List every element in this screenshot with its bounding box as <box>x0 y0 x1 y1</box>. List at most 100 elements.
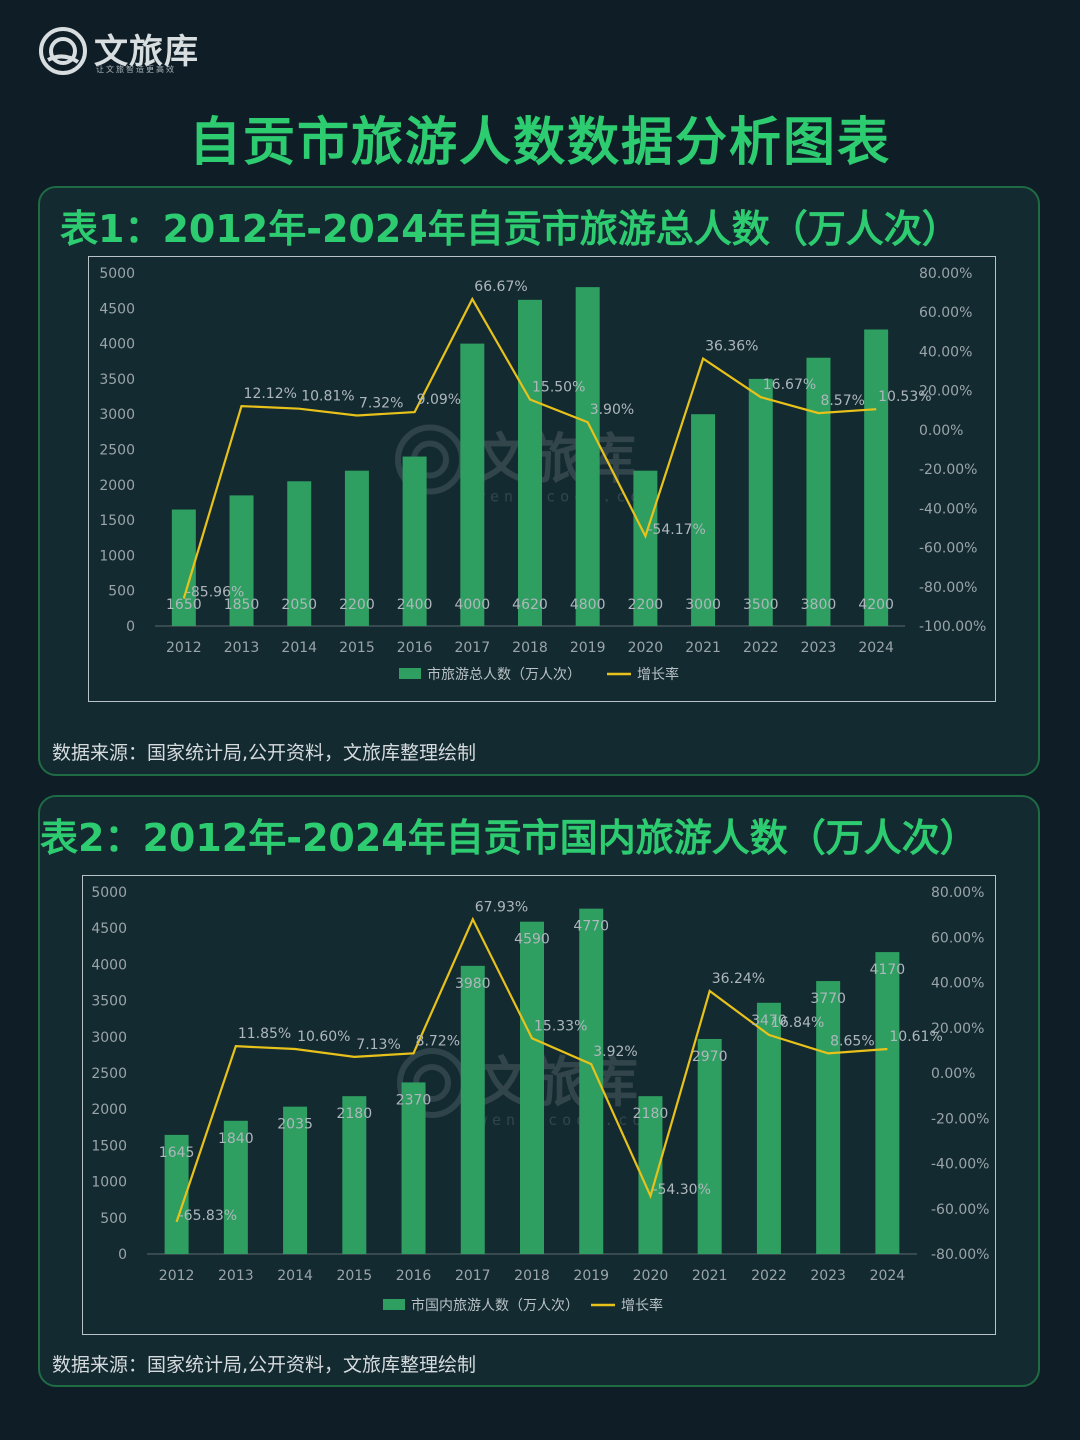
y-tick-label: 3500 <box>91 994 127 1010</box>
x-tick-label: 2020 <box>628 640 664 656</box>
legend-bar-label: 市旅游总人数（万人次） <box>427 666 581 683</box>
watermark-url: wenlvcool.com <box>476 488 658 506</box>
y-tick-label: 0 <box>126 619 135 635</box>
x-tick-label: 2014 <box>277 1268 313 1284</box>
x-tick-label: 2014 <box>281 640 317 656</box>
y-tick-label: 5000 <box>91 885 127 901</box>
bar-value-label: 1650 <box>166 597 202 613</box>
chart-title: 表2：2012年-2024年自贡市国内旅游人数（万人次） <box>40 816 978 860</box>
combo-chart: 0 500 1000 1500 2000 2500 3000 3500 4000 4500 5000… <box>99 266 986 683</box>
bar-value-label: 2035 <box>277 1117 313 1133</box>
y-tick-label: 4500 <box>99 301 135 317</box>
bar-2024 <box>875 952 900 1254</box>
x-tick-label: 2016 <box>396 1268 432 1284</box>
x-tick-label: 2018 <box>514 1268 550 1284</box>
bar-value-label: 4590 <box>514 932 550 948</box>
x-tick-label: 2021 <box>692 1268 728 1284</box>
y2-tick-label: 0.00% <box>919 423 963 439</box>
growth-rate-label: 10.53% <box>878 389 931 405</box>
bar-2021 <box>691 414 716 626</box>
growth-rate-label: 16.84% <box>771 1015 824 1031</box>
chart-frame: 0 500 1000 1500 2000 2500 3000 3500 4000 4500 5000… <box>82 875 996 1335</box>
bar-2020 <box>633 470 658 626</box>
growth-rate-line <box>182 296 877 599</box>
y2-tick-label: 60.00% <box>931 930 984 946</box>
y2-tick-label: -40.00% <box>919 501 977 517</box>
bar-value-label: 4620 <box>512 597 548 613</box>
x-tick-label: 2013 <box>218 1268 254 1284</box>
watermark-name: 文旅库 <box>474 428 636 491</box>
y2-tick-label: -60.00% <box>931 1202 989 1218</box>
y-tick-label: 4000 <box>99 337 135 353</box>
y-tick-label: 2500 <box>91 1066 127 1082</box>
growth-rate-label: 3.90% <box>590 402 634 418</box>
bar-value-label: 1840 <box>218 1131 254 1147</box>
growth-rate-label: 7.32% <box>359 396 403 412</box>
x-tick-label: 2022 <box>751 1268 787 1284</box>
growth-rate-label: 10.81% <box>301 389 354 405</box>
y2-tick-label: 20.00% <box>919 384 972 400</box>
watermark-name: 文旅库 <box>476 1051 638 1114</box>
bar-2013 <box>229 495 254 626</box>
bar-value-label: 2050 <box>281 597 317 613</box>
y2-tick-label: 40.00% <box>919 344 972 360</box>
bar-value-label: 2180 <box>633 1106 669 1122</box>
y-tick-label: 1000 <box>91 1175 127 1191</box>
growth-rate-label: 11.85% <box>238 1026 291 1042</box>
bar-value-label: 3470 <box>751 1013 787 1029</box>
bar-value-label: 1645 <box>159 1145 195 1161</box>
y2-tick-label: -80.00% <box>931 1247 989 1263</box>
y2-tick-label: -60.00% <box>919 541 977 557</box>
x-tick-label: 2024 <box>870 1268 906 1284</box>
x-tick-label: 2017 <box>454 640 490 656</box>
y-tick-label: 1000 <box>99 548 135 564</box>
bar-2015 <box>342 1096 367 1254</box>
growth-rate-label: 66.67% <box>474 279 527 295</box>
growth-rate-label: 9.09% <box>417 392 461 408</box>
y2-tick-label: 20.00% <box>931 1021 984 1037</box>
y2-tick-label: 0.00% <box>931 1066 975 1082</box>
y2-tick-label: -40.00% <box>931 1157 989 1173</box>
bar-value-label: 3800 <box>801 597 837 613</box>
legend-bar-swatch <box>399 668 421 679</box>
bar-2014 <box>287 481 312 626</box>
bar-value-label: 4800 <box>570 597 606 613</box>
bar-2022 <box>756 1002 781 1254</box>
bar-2018 <box>520 921 544 1254</box>
growth-rate-label: 8.65% <box>830 1033 874 1049</box>
x-tick-label: 2023 <box>801 640 837 656</box>
y-tick-label: 1500 <box>91 1138 127 1154</box>
x-tick-label: 2018 <box>512 640 548 656</box>
x-tick-label: 2012 <box>166 640 202 656</box>
y2-tick-label: -80.00% <box>919 580 977 596</box>
x-tick-label: 2023 <box>810 1268 846 1284</box>
x-tick-label: 2019 <box>573 1268 609 1284</box>
bar-2016 <box>402 456 427 626</box>
brand-slogan: 让文旅智造更高效 <box>96 65 176 74</box>
bar-2013 <box>223 1120 248 1254</box>
x-tick-label: 2015 <box>339 640 375 656</box>
y-tick-label: 4000 <box>91 957 127 973</box>
growth-rate-label: 36.36% <box>705 339 758 355</box>
legend-bar-label: 市国内旅游人数（万人次） <box>411 1297 579 1314</box>
y-tick-label: 3000 <box>99 407 135 423</box>
growth-rate-label: 12.12% <box>244 386 297 402</box>
bar-2012 <box>171 509 196 626</box>
bar-2018 <box>518 299 542 626</box>
growth-rate-label: 10.61% <box>889 1029 942 1045</box>
y2-tick-label: 60.00% <box>919 305 972 321</box>
data-source: 数据来源：国家统计局,公开资料，文旅库整理绘制 <box>52 1354 477 1376</box>
y-tick-label: 1500 <box>99 513 135 529</box>
x-tick-label: 2015 <box>336 1268 372 1284</box>
chart-frame: 0 500 1000 1500 2000 2500 3000 3500 4000 4500 5000… <box>88 256 996 702</box>
bar-2015 <box>344 470 369 626</box>
growth-rate-label: 10.60% <box>297 1029 350 1045</box>
bar-value-label: 2370 <box>396 1092 432 1108</box>
bar-value-label: 4170 <box>870 962 906 978</box>
bar-2019 <box>575 287 600 626</box>
x-tick-label: 2013 <box>224 640 260 656</box>
bar-value-label: 2400 <box>397 597 433 613</box>
bar-2017 <box>460 965 485 1254</box>
data-source: 数据来源：国家统计局,公开资料，文旅库整理绘制 <box>52 742 477 764</box>
growth-rate-label: 16.67% <box>763 377 816 393</box>
